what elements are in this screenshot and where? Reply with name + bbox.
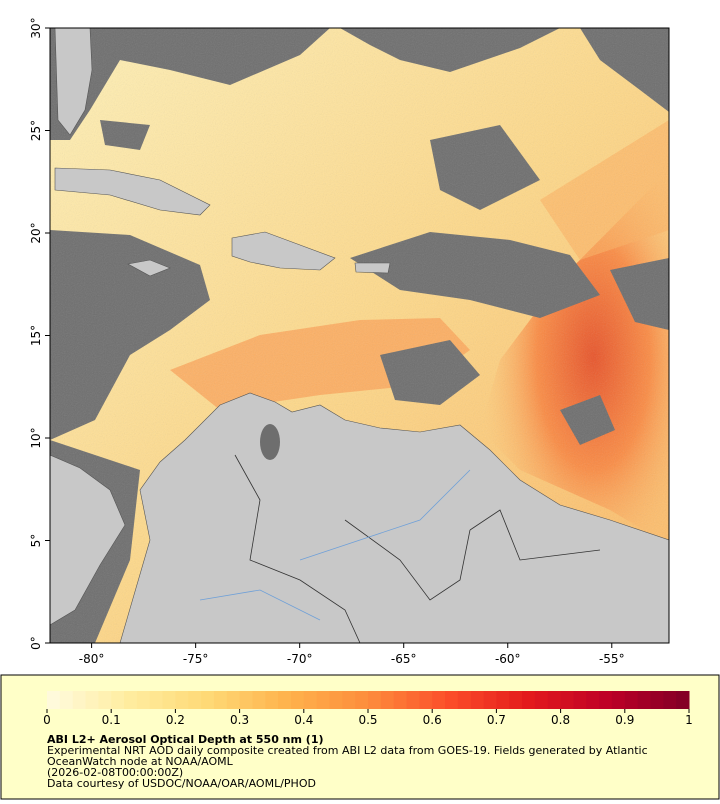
colorbar-cell [560, 691, 574, 709]
y-tick-label: 0° [29, 636, 43, 650]
y-tick-label: 30° [29, 17, 43, 38]
colorbar-cell [226, 691, 241, 709]
colorbar-cell [445, 691, 459, 709]
colorbar-cell [496, 691, 510, 709]
colorbar-cell [573, 691, 587, 709]
colorbar-cell [136, 691, 151, 709]
colorbar-cell [303, 691, 318, 709]
y-tick-label: 15° [29, 325, 43, 346]
colorbar-cell [522, 691, 536, 709]
colorbar-tick-label: 0.4 [294, 713, 313, 727]
colorbar-cell [637, 691, 651, 709]
colorbar-cell [663, 691, 677, 709]
colorbar-cell [470, 691, 485, 709]
x-tick-label: -70° [287, 652, 313, 666]
colorbar-cell [72, 691, 87, 709]
colorbar-tick-label: 0.8 [551, 713, 570, 727]
colorbar-tick-label: 0 [43, 713, 51, 727]
caption-line: Experimental NRT AOD daily composite cre… [47, 744, 648, 757]
colorbar-tick-label: 0.9 [615, 713, 634, 727]
colorbar-cell [419, 691, 433, 709]
colorbar-tick-label: 0.7 [487, 713, 506, 727]
land [50, 28, 669, 643]
borders [234, 454, 601, 643]
x-tick-label: -60° [495, 652, 521, 666]
colorbar-cell [265, 691, 279, 709]
colorbar-cell [393, 691, 408, 709]
caption: ABI L2+ Aerosol Optical Depth at 550 nm … [47, 733, 648, 790]
lake [260, 424, 280, 460]
colorbar-cell [380, 691, 395, 709]
colorbar-cell [124, 691, 138, 709]
colorbar-cell [98, 691, 112, 709]
colorbar-cell [342, 691, 356, 709]
caption-title: ABI L2+ Aerosol Optical Depth at 550 nm … [47, 733, 324, 746]
colorbar-cell [149, 691, 164, 709]
colorbar-cell [547, 691, 562, 709]
x-tick-label: -65° [391, 652, 417, 666]
x-tick-label: -75° [183, 652, 209, 666]
colorbar-cell [201, 691, 215, 709]
colorbar-cell [483, 691, 497, 709]
map-area [50, 28, 669, 643]
colorbar-cell [406, 691, 420, 709]
colorbar-cell [457, 691, 472, 709]
colorbar-cell [650, 691, 664, 709]
colorbar-cell [368, 691, 382, 709]
colorbar-tick-label: 1 [685, 713, 693, 727]
colorbar-tick-label: 0.2 [166, 713, 185, 727]
x-tick-label: -80° [79, 652, 105, 666]
rivers [199, 469, 471, 621]
y-tick-label: 10° [29, 427, 43, 448]
colorbar-cell [162, 691, 176, 709]
colorbar-cell [624, 691, 639, 709]
colorbar-cell [59, 691, 74, 709]
colorbar-cell [432, 691, 446, 709]
colorbar-cell [329, 691, 343, 709]
colorbar-tick-label: 0.5 [358, 713, 377, 727]
colorbar-cell [676, 691, 690, 709]
colorbar-cell [316, 691, 330, 709]
y-tick-label: 5° [29, 534, 43, 548]
colorbar-tick-label: 0.1 [102, 713, 121, 727]
colorbar-cell [239, 691, 253, 709]
y-tick-label: 20° [29, 222, 43, 243]
colorbar-cell [47, 691, 61, 709]
caption-line: Data courtesy of USDOC/NOAA/OAR/AOML/PHO… [47, 777, 316, 790]
colorbar-cell [188, 691, 202, 709]
caption-line: (2026-02-08T00:00:00Z) [47, 766, 183, 779]
colorbar-cell [290, 691, 305, 709]
y-tick-label: 25° [29, 120, 43, 141]
colorbar-cell [278, 691, 292, 709]
colorbar-cell [586, 691, 600, 709]
colorbar-cell [509, 691, 523, 709]
colorbar-cell [534, 691, 549, 709]
colorbar-cell [213, 691, 228, 709]
colorbar-cell [599, 691, 613, 709]
colorbar-cell [252, 691, 266, 709]
caption-line: OceanWatch node at NOAA/AOML [47, 755, 234, 768]
colorbar-cell [611, 691, 626, 709]
x-tick-label: -55° [599, 652, 625, 666]
colorbar-cell [85, 691, 99, 709]
colorbar-cell [175, 691, 189, 709]
colorbar-cell [355, 691, 369, 709]
colorbar-tick-label: 0.3 [230, 713, 249, 727]
colorbar-cell [111, 691, 125, 709]
colorbar-tick-label: 0.6 [423, 713, 442, 727]
